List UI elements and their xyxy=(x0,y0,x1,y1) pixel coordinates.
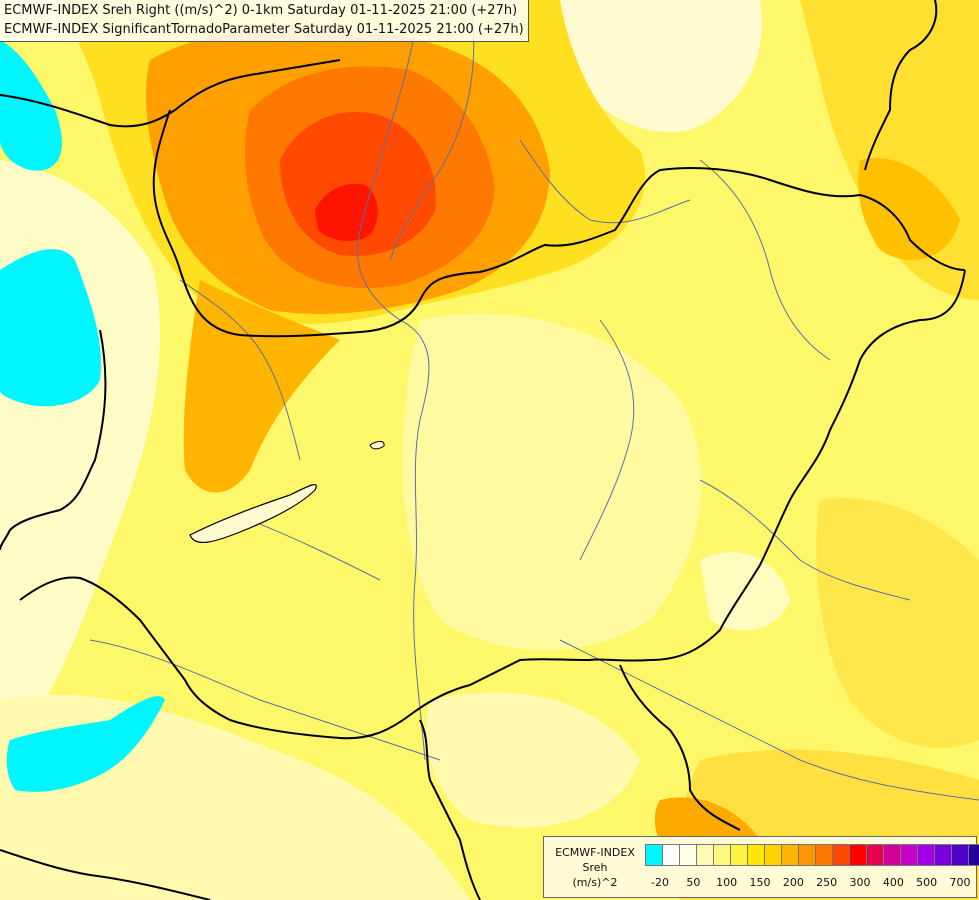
legend-swatch xyxy=(662,844,680,866)
legend-swatch xyxy=(968,844,979,866)
field-red-core xyxy=(315,183,378,242)
field-pale-center xyxy=(402,313,702,650)
title-line-2: ECMWF-INDEX SignificantTornadoParameter … xyxy=(4,22,524,37)
legend-tick-label: 250 xyxy=(816,876,838,889)
legend-swatch xyxy=(849,844,867,866)
legend-swatch xyxy=(730,844,748,866)
field-cyan-southwest xyxy=(6,696,165,792)
legend-swatch xyxy=(951,844,969,866)
legend-swatch xyxy=(832,844,850,866)
legend-swatch xyxy=(645,844,663,866)
legend-color-bar xyxy=(645,844,979,866)
legend-tick-label: 300 xyxy=(849,876,871,889)
legend-swatch xyxy=(900,844,918,866)
legend-label-line2: Sreh xyxy=(582,861,608,874)
legend-tick-label: 50 xyxy=(686,876,701,889)
legend-swatch xyxy=(866,844,884,866)
title-line-1: ECMWF-INDEX Sreh Right ((m/s)^2) 0-1km S… xyxy=(4,3,518,18)
field-orange-east-strip xyxy=(858,158,960,260)
field-pale-south-center xyxy=(426,692,640,828)
legend-ticks: -20 50 100 150 200 250 300 400 500 700 xyxy=(645,876,975,890)
field-pale-northeast xyxy=(560,0,762,132)
legend-tick-label: 100 xyxy=(716,876,738,889)
field-cyan-west xyxy=(0,40,62,171)
legend-tick-label: 400 xyxy=(882,876,904,889)
legend-swatch xyxy=(781,844,799,866)
legend-swatch xyxy=(798,844,816,866)
legend-tick-label: 500 xyxy=(916,876,938,889)
legend-label: ECMWF-INDEX Sreh (m/s)^2 xyxy=(548,845,642,890)
map-title: ECMWF-INDEX Sreh Right ((m/s)^2) 0-1km S… xyxy=(0,0,529,42)
legend-swatch xyxy=(917,844,935,866)
legend-tick-label: 150 xyxy=(749,876,771,889)
field-pale-east xyxy=(700,552,790,631)
legend-tick-label: -20 xyxy=(651,876,669,889)
legend-tick-label: 700 xyxy=(949,876,971,889)
legend-swatch xyxy=(713,844,731,866)
field-gold-southeast xyxy=(816,498,979,748)
legend-swatch xyxy=(764,844,782,866)
legend-swatch xyxy=(696,844,714,866)
color-legend: ECMWF-INDEX Sreh (m/s)^2 -20 50 100 150 200 2… xyxy=(543,836,979,898)
legend-swatch xyxy=(679,844,697,866)
legend-swatch xyxy=(934,844,952,866)
legend-label-line1: ECMWF-INDEX xyxy=(555,846,635,859)
legend-swatch xyxy=(747,844,765,866)
legend-label-line3: (m/s)^2 xyxy=(572,876,618,889)
field-orange-tongue xyxy=(183,280,340,493)
lake-balaton xyxy=(189,483,317,543)
lake-small xyxy=(369,440,385,450)
legend-swatch xyxy=(815,844,833,866)
legend-swatch xyxy=(883,844,901,866)
legend-tick-label: 200 xyxy=(782,876,804,889)
field-cyan-coast xyxy=(0,249,101,407)
